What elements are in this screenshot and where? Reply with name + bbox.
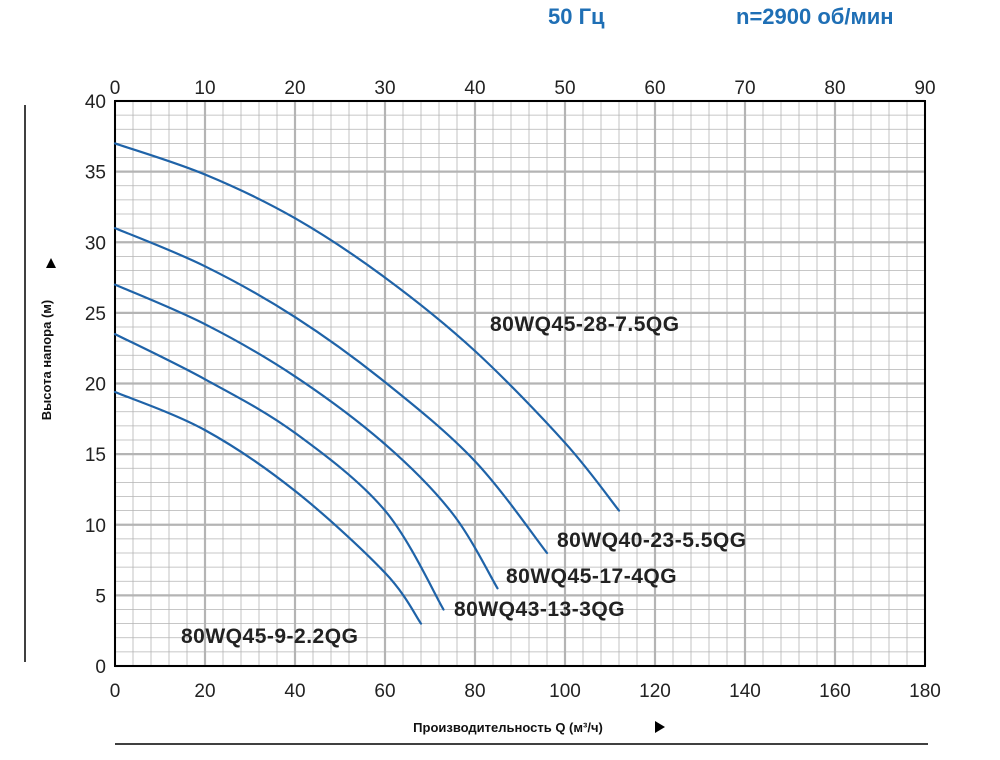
x-tick-label: 40	[284, 681, 305, 702]
y-tick-label: 35	[85, 163, 106, 184]
top-x-tick-label: 40	[464, 78, 485, 99]
x-tick-label: 100	[549, 681, 581, 702]
top-x-tick-label: 80	[824, 78, 845, 99]
x-tick-label: 120	[639, 681, 671, 702]
y-axis-arrow-icon	[46, 258, 56, 268]
top-x-tick-label: 50	[554, 78, 575, 99]
speed-label: n=2900 об/мин	[736, 4, 894, 29]
curve-label-80WQ45-17-4QG: 80WQ45-17-4QG	[506, 565, 677, 588]
y-tick-label: 5	[95, 586, 106, 607]
x-tick-label: 180	[909, 681, 941, 702]
x-tick-labels: 0 20 40 60 80 100 120 140 160 180	[110, 681, 941, 702]
y-axis-title: Высота напора (м)	[39, 300, 54, 420]
y-tick-labels: 0 5 10 15 20 25 30 35 40	[85, 92, 106, 678]
top-x-tick-label: 0	[110, 78, 121, 99]
x-tick-label: 80	[464, 681, 485, 702]
y-tick-label: 0	[95, 657, 106, 678]
x-axis-arrow-icon	[655, 721, 665, 733]
plot-frame	[114, 100, 926, 667]
y-tick-label: 20	[85, 375, 106, 396]
top-x-tick-label: 60	[644, 78, 665, 99]
curve-80WQ40-23-5.5QG	[113, 227, 549, 555]
top-x-tick-labels: 0 10 20 30 40 50 60 70 80 90	[110, 78, 936, 99]
curve-label-80WQ45-9-2.2QG: 80WQ45-9-2.2QG	[181, 625, 358, 648]
x-axis-title: Производительность Q (м³/ч)	[413, 720, 603, 735]
x-tick-label: 160	[819, 681, 851, 702]
top-x-tick-label: 20	[284, 78, 305, 99]
curve-label-80WQ43-13-3QG: 80WQ43-13-3QG	[454, 598, 625, 621]
plot-border	[114, 100, 926, 667]
curve-label-80WQ45-28-7.5QG: 80WQ45-28-7.5QG	[490, 313, 680, 336]
x-tick-label: 140	[729, 681, 761, 702]
y-tick-label: 10	[85, 516, 106, 537]
x-tick-label: 60	[374, 681, 395, 702]
y-tick-label: 40	[85, 92, 106, 113]
curve-80WQ45-17-4QG	[113, 283, 499, 590]
top-x-tick-label: 70	[734, 78, 755, 99]
performance-curves	[113, 142, 621, 625]
curve-80WQ43-13-3QG	[113, 333, 445, 611]
top-x-tick-label: 90	[914, 78, 935, 99]
frequency-label: 50 Гц	[548, 4, 605, 29]
curve-80WQ45-9-2.2QG	[113, 390, 423, 625]
y-tick-label: 30	[85, 233, 106, 254]
x-tick-label: 20	[194, 681, 215, 702]
curve-80WQ45-28-7.5QG	[113, 142, 621, 512]
curve-label-80WQ40-23-5.5QG: 80WQ40-23-5.5QG	[557, 529, 747, 552]
y-tick-label: 15	[85, 445, 106, 466]
x-tick-label: 0	[110, 681, 121, 702]
top-x-tick-label: 10	[194, 78, 215, 99]
top-x-tick-label: 30	[374, 78, 395, 99]
curve-labels: 80WQ45-28-7.5QG 80WQ40-23-5.5QG 80WQ45-17-…	[181, 313, 747, 648]
y-tick-label: 25	[85, 304, 106, 325]
